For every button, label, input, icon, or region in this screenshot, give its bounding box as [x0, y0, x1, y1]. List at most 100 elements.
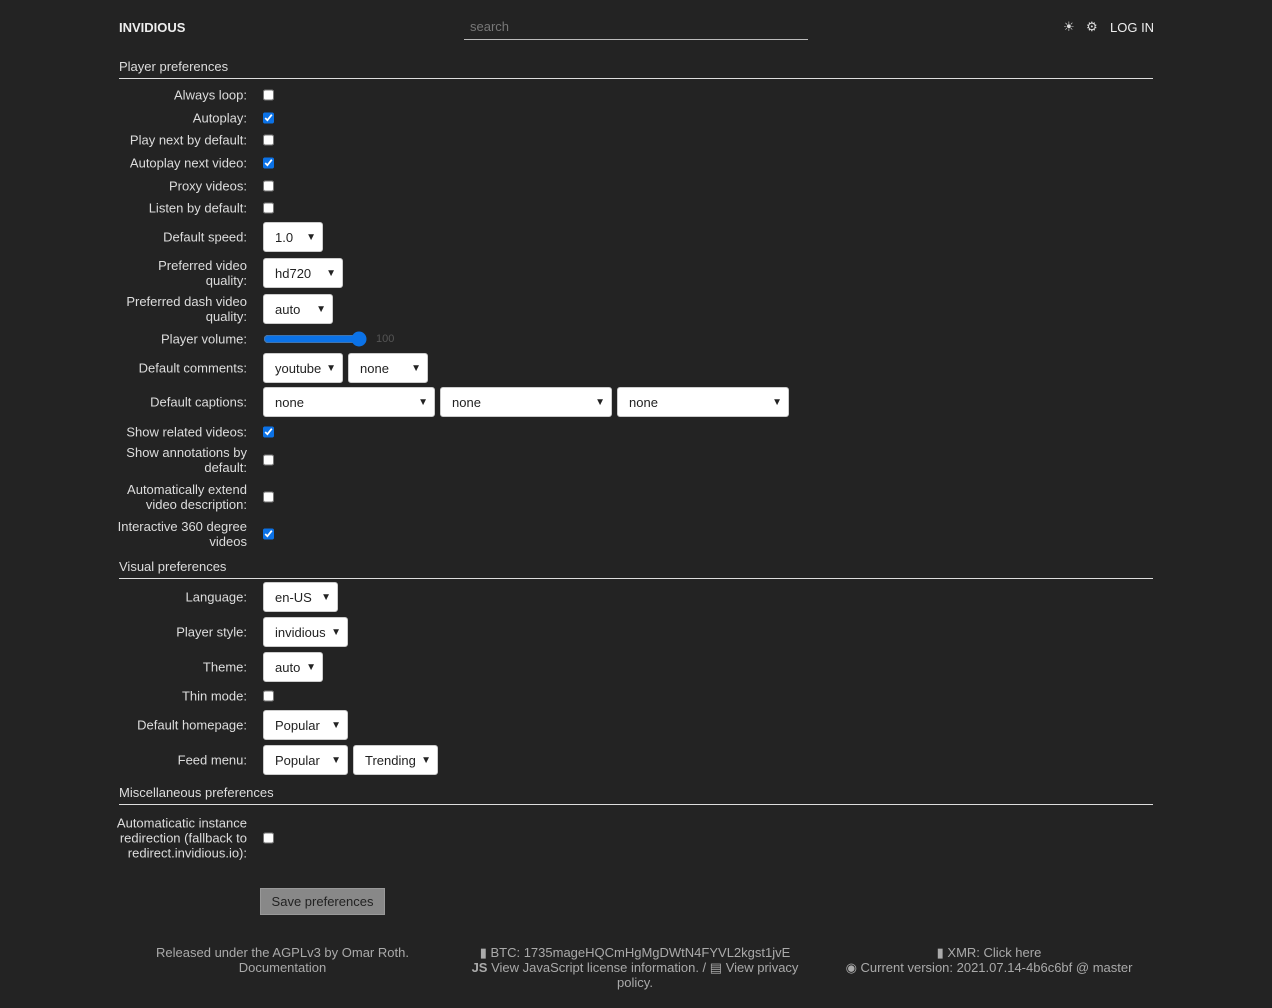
volume-value: 100 [376, 333, 395, 345]
field-control: 1.0 ▼ [263, 222, 323, 252]
field-control: Popular ▼ Trending ▼ [263, 745, 438, 775]
login-link[interactable]: LOG IN [1110, 20, 1155, 35]
preference-checkbox[interactable] [263, 112, 274, 124]
documentation-link[interactable]: Documentation [238, 960, 327, 975]
field-label: Proxy videos: [168, 178, 247, 194]
volume-slider[interactable] [263, 331, 367, 347]
chevron-down-icon: ▼ [772, 396, 782, 408]
preference-select[interactable]: Trending ▼ [353, 745, 438, 775]
preference-checkbox[interactable] [263, 180, 274, 192]
preference-select[interactable]: none ▼ [263, 387, 435, 417]
field-label: Interactive 360 degree videos [117, 519, 247, 549]
preference-checkbox[interactable] [263, 157, 274, 169]
gear-icon[interactable]: ⚙ [1086, 19, 1098, 34]
preference-select[interactable]: Popular ▼ [263, 745, 348, 775]
select-value: 1.0 [275, 229, 294, 245]
field-control [263, 112, 274, 124]
field-label: Show related videos: [126, 424, 247, 440]
preference-select[interactable]: none ▼ [440, 387, 612, 417]
field-label: Default comments: [138, 360, 247, 376]
preference-select[interactable]: auto ▼ [263, 652, 323, 682]
select-value: none [452, 394, 481, 410]
field-control [263, 157, 274, 169]
preference-select[interactable]: 1.0 ▼ [263, 222, 323, 252]
footer-center: ▮ BTC: 1735mageHQCmHgMgDWtN4FYVL2kgst1jv… [471, 945, 799, 990]
wallet-icon: ▮ [479, 945, 491, 960]
field-control: auto ▼ [263, 652, 323, 682]
field-label: Listen by default: [148, 200, 247, 216]
preference-select[interactable]: auto ▼ [263, 294, 333, 324]
select-value: youtube [275, 360, 322, 376]
select-value: none [629, 394, 658, 410]
select-value: en-US [275, 589, 312, 605]
btc-address: BTC: 1735mageHQCmHgMgDWtN4FYVL2kgst1jvE [490, 945, 791, 960]
sun-icon[interactable]: ☀ [1063, 19, 1075, 34]
document-icon: ▤ [709, 960, 726, 975]
field-control [263, 89, 274, 101]
privacy-policy-link[interactable]: View privacy policy. [617, 960, 799, 990]
xmr-link[interactable]: XMR: Click here [947, 945, 1042, 960]
field-control: en-US ▼ [263, 582, 338, 612]
save-preferences-button[interactable]: Save preferences [260, 888, 385, 915]
select-value: Trending [365, 752, 416, 768]
js-license-link[interactable]: View JavaScript license information. [491, 960, 699, 975]
field-control [263, 832, 274, 844]
preference-select[interactable]: hd720 ▼ [263, 258, 343, 288]
field-label: Thin mode: [181, 688, 247, 704]
preference-select[interactable]: en-US ▼ [263, 582, 338, 612]
select-value: Popular [275, 717, 320, 733]
preference-checkbox[interactable] [263, 202, 274, 214]
field-label: Autoplay: [192, 110, 247, 126]
preference-checkbox[interactable] [263, 528, 274, 540]
chevron-down-icon: ▼ [306, 231, 316, 243]
field-label: Default speed: [163, 229, 247, 245]
select-value: hd720 [275, 265, 312, 281]
select-value: auto [275, 659, 301, 675]
preference-select[interactable]: invidious ▼ [263, 617, 348, 647]
field-control [263, 202, 274, 214]
field-control: Popular ▼ [263, 710, 348, 740]
chevron-down-icon: ▼ [331, 754, 341, 766]
field-label: Default homepage: [137, 717, 247, 733]
field-label: Theme: [202, 659, 247, 675]
section-heading: Visual preferences [119, 559, 1153, 579]
field-control [263, 426, 274, 438]
field-control [263, 134, 274, 146]
preference-checkbox[interactable] [263, 134, 274, 146]
preference-checkbox[interactable] [263, 832, 274, 844]
github-icon: ◉ [845, 960, 861, 975]
field-control: none ▼ none ▼ none ▼ [263, 387, 789, 417]
field-control: auto ▼ [263, 294, 333, 324]
preference-select[interactable]: youtube ▼ [263, 353, 343, 383]
preference-select[interactable]: Popular ▼ [263, 710, 348, 740]
version-link[interactable]: Current version: 2021.07.14-4b6c6bf @ ma… [860, 960, 1133, 975]
chevron-down-icon: ▼ [331, 626, 341, 638]
preference-checkbox[interactable] [263, 491, 274, 503]
field-label: Feed menu: [177, 752, 247, 768]
preference-checkbox[interactable] [263, 690, 274, 702]
field-label: Show annotations by default: [126, 445, 247, 475]
field-control [263, 690, 274, 702]
footer-right: ▮ XMR: Click here ◉ Current version: 202… [830, 945, 1148, 975]
field-control: invidious ▼ [263, 617, 348, 647]
field-label: Language: [185, 589, 247, 605]
brand-logo[interactable]: INVIDIOUS [119, 20, 186, 35]
field-label: Player volume: [161, 331, 247, 347]
select-value: Popular [275, 752, 320, 768]
search-input[interactable] [464, 14, 808, 40]
preference-select[interactable]: none ▼ [348, 353, 428, 383]
field-control [263, 454, 274, 466]
preference-checkbox[interactable] [263, 89, 274, 101]
field-label: Play next by default: [129, 132, 247, 148]
preference-select[interactable]: none ▼ [617, 387, 789, 417]
license-text: Released under the AGPLv3 by Omar Roth. [156, 945, 409, 960]
field-control [263, 491, 274, 503]
preference-checkbox[interactable] [263, 426, 274, 438]
select-value: auto [275, 301, 301, 317]
wallet-icon: ▮ [936, 945, 948, 960]
field-control: youtube ▼ none ▼ [263, 353, 428, 383]
preference-checkbox[interactable] [263, 454, 274, 466]
field-label: Player style: [176, 624, 247, 640]
field-control: hd720 ▼ [263, 258, 343, 288]
footer-left: Released under the AGPLv3 by Omar Roth. … [140, 945, 425, 975]
